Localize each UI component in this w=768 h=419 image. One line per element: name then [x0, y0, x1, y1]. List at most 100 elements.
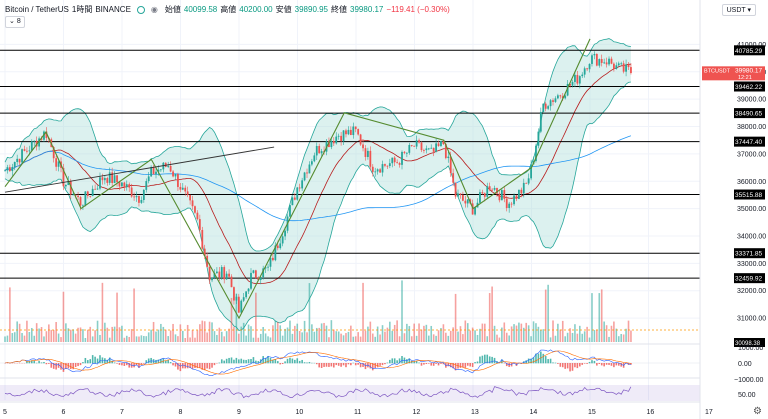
volume-bar — [298, 331, 301, 342]
volume-bar — [488, 293, 491, 342]
volume-bar — [74, 333, 77, 342]
volume-bar — [435, 335, 437, 342]
indicator-count: 8 — [16, 18, 21, 25]
volume-bar — [530, 336, 532, 342]
macd-histogram-bar — [420, 363, 423, 366]
volume-bar — [391, 330, 394, 342]
candle-body — [269, 257, 272, 267]
candle-body — [522, 182, 525, 194]
volume-bar — [311, 324, 313, 342]
candle-body — [279, 243, 282, 249]
candle-body — [349, 129, 352, 136]
macd-histogram-bar — [333, 363, 335, 368]
volume-bar — [561, 320, 564, 342]
macd-histogram-bar — [532, 357, 535, 364]
macd-histogram-bar — [108, 357, 111, 364]
macd-histogram-bar — [167, 359, 169, 364]
candle-body — [440, 141, 442, 146]
candle-body — [444, 144, 447, 159]
volume-bar — [581, 333, 584, 342]
candle-body — [208, 266, 211, 281]
volume-bar — [201, 320, 204, 342]
volume-bar — [328, 337, 330, 342]
volume-bar — [471, 327, 474, 342]
macd-histogram-bar — [286, 358, 289, 364]
candle-body — [461, 194, 464, 201]
change-value: −119.41 (−0.30%) — [386, 5, 450, 14]
macd-histogram-bar — [33, 360, 36, 364]
candle-body — [198, 219, 201, 230]
level-price-tag — [734, 273, 765, 284]
candle-body — [308, 164, 311, 174]
volume-bar — [625, 328, 627, 342]
volume-bar — [35, 323, 38, 342]
candle-body — [437, 143, 440, 146]
volume-bar — [242, 322, 245, 342]
macd-histogram-bar — [435, 363, 437, 364]
macd-histogram-bar — [481, 355, 484, 364]
volume-bar — [393, 324, 396, 342]
macd-histogram-bar — [486, 354, 489, 364]
candle-body — [40, 138, 43, 140]
candle-body — [364, 148, 367, 157]
eye-icon[interactable]: ◉ — [150, 5, 158, 14]
volume-bar — [566, 332, 569, 342]
volume-bar — [596, 329, 598, 342]
volume-bar — [447, 335, 450, 342]
macd-histogram-bar — [352, 362, 355, 364]
macd-histogram-bar — [328, 363, 330, 367]
volume-bar — [233, 326, 235, 342]
macd-histogram-bar — [133, 363, 135, 368]
macd-histogram-bar — [143, 363, 145, 364]
volume-bar — [101, 282, 104, 342]
macd-histogram-bar — [164, 360, 167, 364]
open-value: 40099.58 — [183, 5, 218, 14]
candle-body — [113, 175, 116, 183]
symbol-name[interactable]: Bitcoin / TetherUS — [5, 5, 69, 14]
volume-bar — [574, 324, 576, 342]
macd-histogram-bar — [306, 362, 308, 364]
candle-body — [257, 277, 260, 281]
candle-body — [99, 177, 101, 189]
macd-histogram-bar — [238, 359, 240, 364]
macd-histogram-bar — [264, 357, 267, 364]
volume-bar — [598, 293, 601, 342]
macd-histogram-bar — [320, 363, 323, 368]
volume-bar — [220, 331, 223, 342]
candle-body — [427, 148, 430, 150]
level-price-label: 35515.88 — [735, 192, 762, 199]
volume-bar — [62, 291, 65, 342]
currency-selector[interactable]: USDT ▾ — [721, 4, 756, 16]
gear-icon[interactable]: ⚙ — [753, 406, 762, 417]
price-tick-label: 31000.00 — [737, 316, 766, 323]
interval-label[interactable]: 1時間 — [71, 5, 93, 14]
volume-bar — [337, 331, 340, 342]
candle-body — [617, 63, 620, 66]
volume-bar — [345, 333, 347, 342]
volume-bar — [379, 334, 381, 342]
indicators-toggle-button[interactable]: ⌄ 8 — [5, 16, 25, 28]
candle-body — [613, 63, 615, 69]
volume-bar — [437, 330, 440, 342]
macd-histogram-bar — [220, 359, 223, 364]
candle-body — [72, 194, 75, 196]
macd-histogram-bar — [557, 363, 559, 364]
volume-bar — [9, 287, 11, 342]
macd-histogram-bar — [147, 358, 150, 364]
candle-body — [386, 165, 389, 167]
candle-body — [184, 187, 187, 192]
macd-histogram-bar — [559, 363, 562, 367]
volume-bar — [272, 325, 274, 342]
macd-histogram-bar — [157, 359, 160, 364]
volume-bar — [359, 336, 362, 342]
level-price-tag — [734, 189, 765, 200]
candle-body — [527, 178, 530, 184]
candle-body — [479, 192, 481, 203]
macd-histogram-bar — [615, 363, 618, 366]
candle-body — [391, 157, 394, 164]
volume-bar — [225, 331, 228, 342]
volume-bar — [544, 289, 547, 342]
volume-bar — [179, 324, 182, 342]
macd-histogram-bar — [574, 363, 576, 368]
